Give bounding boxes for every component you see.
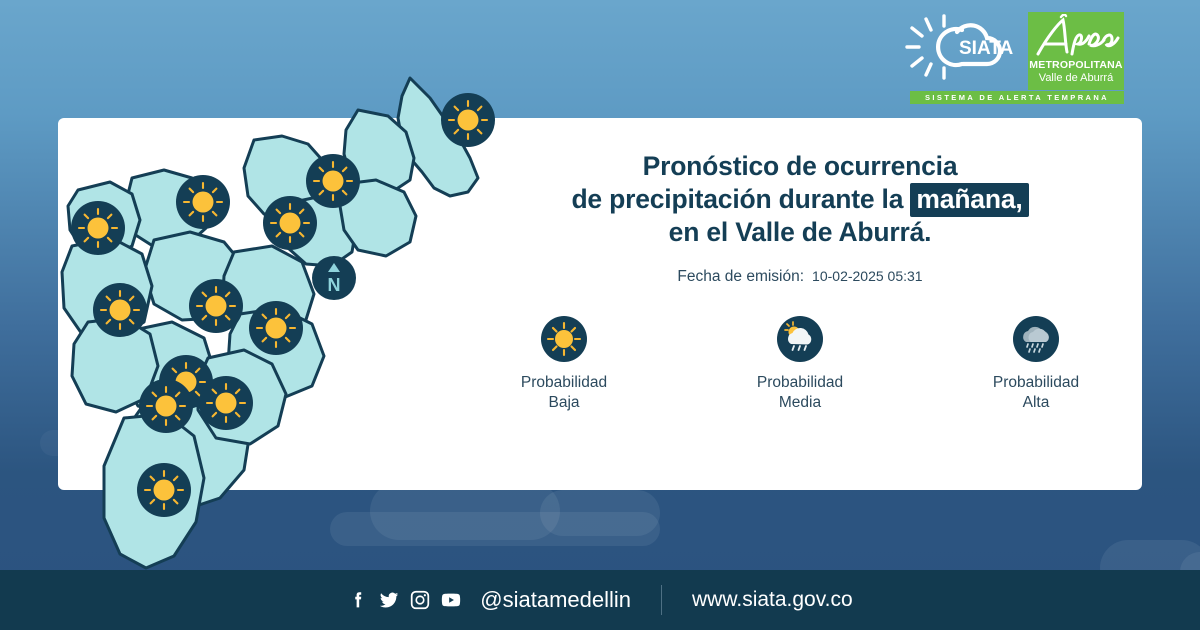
legend-item-baja: Probabilidad Baja [489,316,639,413]
legend-label-media-line1: Probabilidad [756,374,844,391]
legend-item-media: Probabilidad Media [725,316,875,413]
instagram-icon[interactable] [409,589,431,611]
title-line-3: en el Valle de Aburrá. [668,217,932,247]
title-line-1: Pronóstico de ocurrencia [642,151,958,181]
title-highlight-period: mañana, [910,183,1029,217]
area-logo-line2: Valle de Aburrá [1038,72,1114,84]
cloud-rain-icon [1013,316,1059,362]
probability-legend: Probabilidad Baja [470,316,1130,413]
legend-label-media-line2: Media [778,394,822,411]
area-logo-line1: METROPOLITANA [1029,59,1123,71]
area-script-wordmark [1036,14,1120,56]
legend-label-baja-line1: Probabilidad [520,374,608,391]
footer-divider [661,585,663,615]
brand-bar: SIATA METROPOLITANA Valle de Aburrá [900,12,1124,90]
emission-date-label: Fecha de emisión: [677,268,805,285]
legend-label-alta: Probabilidad Alta [993,373,1079,413]
twitter-icon[interactable] [378,589,400,611]
tagline-text: SISTEMA DE ALERTA TEMPRANA [925,93,1109,102]
legend-label-baja-line2: Baja [548,394,580,411]
legend-label-alta-line2: Alta [1022,394,1050,411]
legend-label-baja: Probabilidad Baja [521,373,607,413]
legend-item-alta: Probabilidad Alta [961,316,1111,413]
website-url[interactable]: www.siata.gov.co [692,588,853,611]
siata-logo-text: SIATA [959,38,1013,59]
background-cloud-decoration [330,482,660,546]
page-title: Pronóstico de ocurrencia de precipitació… [470,150,1130,249]
youtube-icon[interactable] [440,589,462,611]
footer-bar: @siatamedellin www.siata.gov.co [0,570,1200,630]
emission-date-value: 10-02-2025 05:31 [812,268,923,284]
title-line-2-prefix: de precipitación durante la [571,184,911,214]
legend-label-alta-line1: Probabilidad [992,374,1080,391]
sun-cloud-rain-icon [777,316,823,362]
social-icons [347,589,462,611]
forecast-info-panel: Pronóstico de ocurrencia de precipitació… [470,150,1130,413]
legend-label-media: Probabilidad Media [757,373,843,413]
facebook-icon[interactable] [347,589,369,611]
tagline-bar: SISTEMA DE ALERTA TEMPRANA [910,91,1124,104]
social-handle[interactable]: @siatamedellin [480,587,632,612]
area-metropolitana-logo: METROPOLITANA Valle de Aburrá [1028,12,1124,90]
emission-date-row: Fecha de emisión: 10-02-2025 05:31 [470,268,1130,286]
sun-icon [541,316,587,362]
siata-logo: SIATA [905,14,1013,80]
